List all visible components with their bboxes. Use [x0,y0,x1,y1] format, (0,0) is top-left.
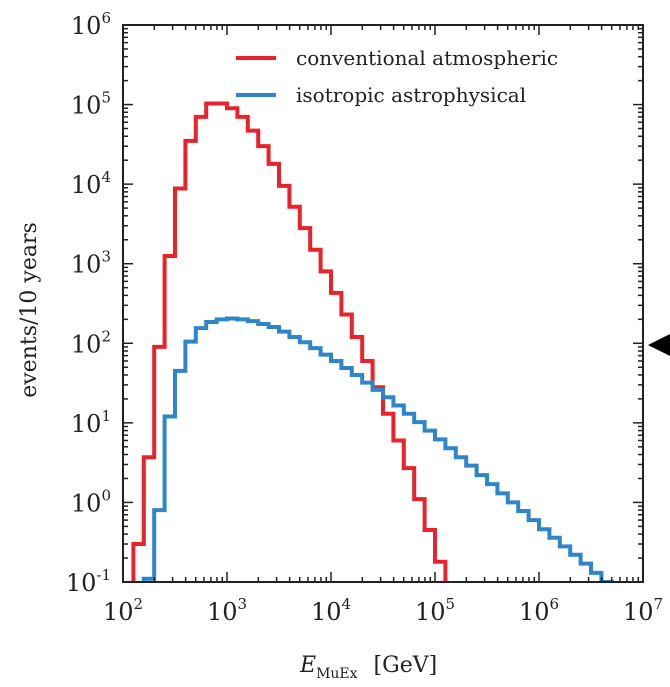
x-tick-label: 105 [415,595,455,626]
legend-label: conventional atmospheric [296,46,558,70]
svg-text:EMuEx[GeV]: EMuEx [GeV] [299,653,437,682]
legend: conventional atmospheric isotropic astrop… [236,46,558,107]
tick-layer [122,24,644,583]
legend-label: isotropic astrophysical [296,83,526,107]
x-axis-label-main: E [299,653,316,678]
arrow-marker [648,334,670,356]
y-tick-label: 101 [71,407,111,438]
x-tick-label: 103 [207,595,247,626]
series-line-conventional-atmospheric [131,101,448,582]
y-tick-label: 100 [71,486,111,517]
x-tick-label: 107 [623,595,663,626]
label-layer: 102 103 104 105 106 107 10-1 100 101 102 103 104 105… [66,9,663,626]
y-tick-label: 105 [71,89,111,120]
x-axis-label: EMuEx [GeV] [299,653,437,682]
x-axis-label-sub: MuEx [316,666,358,682]
x-tick-label: 104 [311,595,351,626]
y-tick-label: 102 [71,327,111,358]
series-line-isotropic-astrophysical [141,316,614,582]
plot-frame [122,24,644,583]
y-tick-label: 106 [71,9,111,40]
y-tick-label: 10-1 [66,566,111,597]
x-tick-label: 106 [519,595,559,626]
series-layer [131,101,614,582]
y-axis-label: events/10 years [17,222,42,398]
x-axis-label-unit: [GeV] [374,653,438,678]
y-tick-label: 103 [71,248,111,279]
x-tick-label: 102 [103,595,143,626]
y-tick-label: 104 [71,168,111,199]
